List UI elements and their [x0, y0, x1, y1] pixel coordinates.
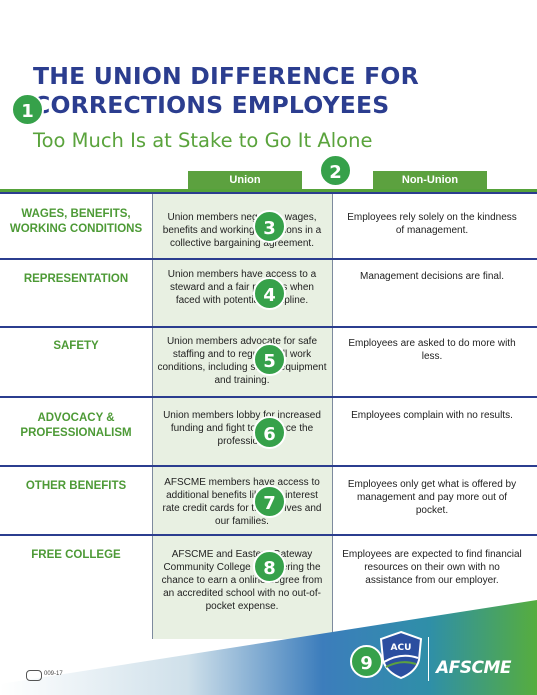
marker-badge: 8	[253, 550, 286, 583]
page-title: THE UNION DIFFERENCE FOR CORRECTIONS EMP…	[33, 62, 419, 120]
row-category: OTHER BENEFITS	[25, 480, 127, 492]
page-subtitle: Too Much Is at Stake to Go It Alone	[33, 129, 373, 152]
document-code: 009-17	[44, 671, 63, 677]
marker-badge: 6	[253, 416, 286, 449]
union-cell: Union members negotiate wages, benefits …	[162, 212, 322, 249]
non-union-cell: Employees are expected to find financial…	[342, 549, 522, 586]
union-column-header: Union	[188, 171, 302, 190]
column-divider-left	[152, 194, 153, 639]
marker-badge: 9	[350, 645, 383, 678]
non-union-cell: Employees complain with no results.	[351, 410, 513, 421]
union-cell: AFSCME and Eastern Gateway Community Col…	[161, 549, 323, 612]
marker-badge: 3	[253, 210, 286, 243]
non-union-cell: Employees only get what is offered by ma…	[347, 479, 517, 516]
row-category: SAFETY	[53, 340, 99, 352]
row-category: ADVOCACY & PROFESSIONALISM	[20, 412, 132, 439]
union-cell: Union members have access to a steward a…	[167, 269, 317, 306]
union-column-shading	[152, 194, 332, 639]
title-line-2: CORRECTIONS EMPLOYEES	[33, 91, 390, 119]
afscme-logo: AFSCME	[436, 658, 512, 678]
logo-divider	[428, 637, 429, 681]
union-cell: Union members advocate for safe staffing…	[157, 336, 327, 386]
row-divider	[0, 534, 537, 536]
header-rule-green	[0, 189, 537, 192]
footer-gradient-band	[0, 600, 537, 695]
non-union-column-header: Non-Union	[373, 171, 487, 190]
marker-badge: 4	[253, 277, 286, 310]
marker-badge: 5	[253, 343, 286, 376]
row-category: FREE COLLEGE	[31, 549, 121, 561]
title-line-1: THE UNION DIFFERENCE FOR	[33, 62, 419, 90]
non-union-cell: Management decisions are final.	[360, 271, 504, 282]
marker-badge: 1	[11, 93, 44, 126]
row-divider	[0, 465, 537, 467]
union-bug-icon	[26, 670, 42, 681]
acu-shield-icon: ACU	[379, 630, 423, 680]
acu-label: ACU	[391, 643, 412, 653]
row-category: REPRESENTATION	[23, 273, 129, 285]
non-union-cell: Employees are asked to do more with less…	[348, 338, 516, 362]
union-cell: Union members lobby for increased fundin…	[163, 410, 321, 447]
non-union-cell: Employees rely solely on the kindness of…	[347, 212, 517, 236]
row-category: WAGES, BENEFITS, WORKING CONDITIONS	[9, 208, 143, 235]
union-cell: AFSCME members have access to additional…	[162, 477, 322, 527]
column-divider-right	[332, 194, 333, 639]
header-rule-blue	[0, 192, 537, 194]
row-divider	[0, 326, 537, 328]
marker-badge: 2	[319, 154, 352, 187]
marker-badge: 7	[253, 485, 286, 518]
row-divider	[0, 258, 537, 260]
row-divider	[0, 396, 537, 398]
